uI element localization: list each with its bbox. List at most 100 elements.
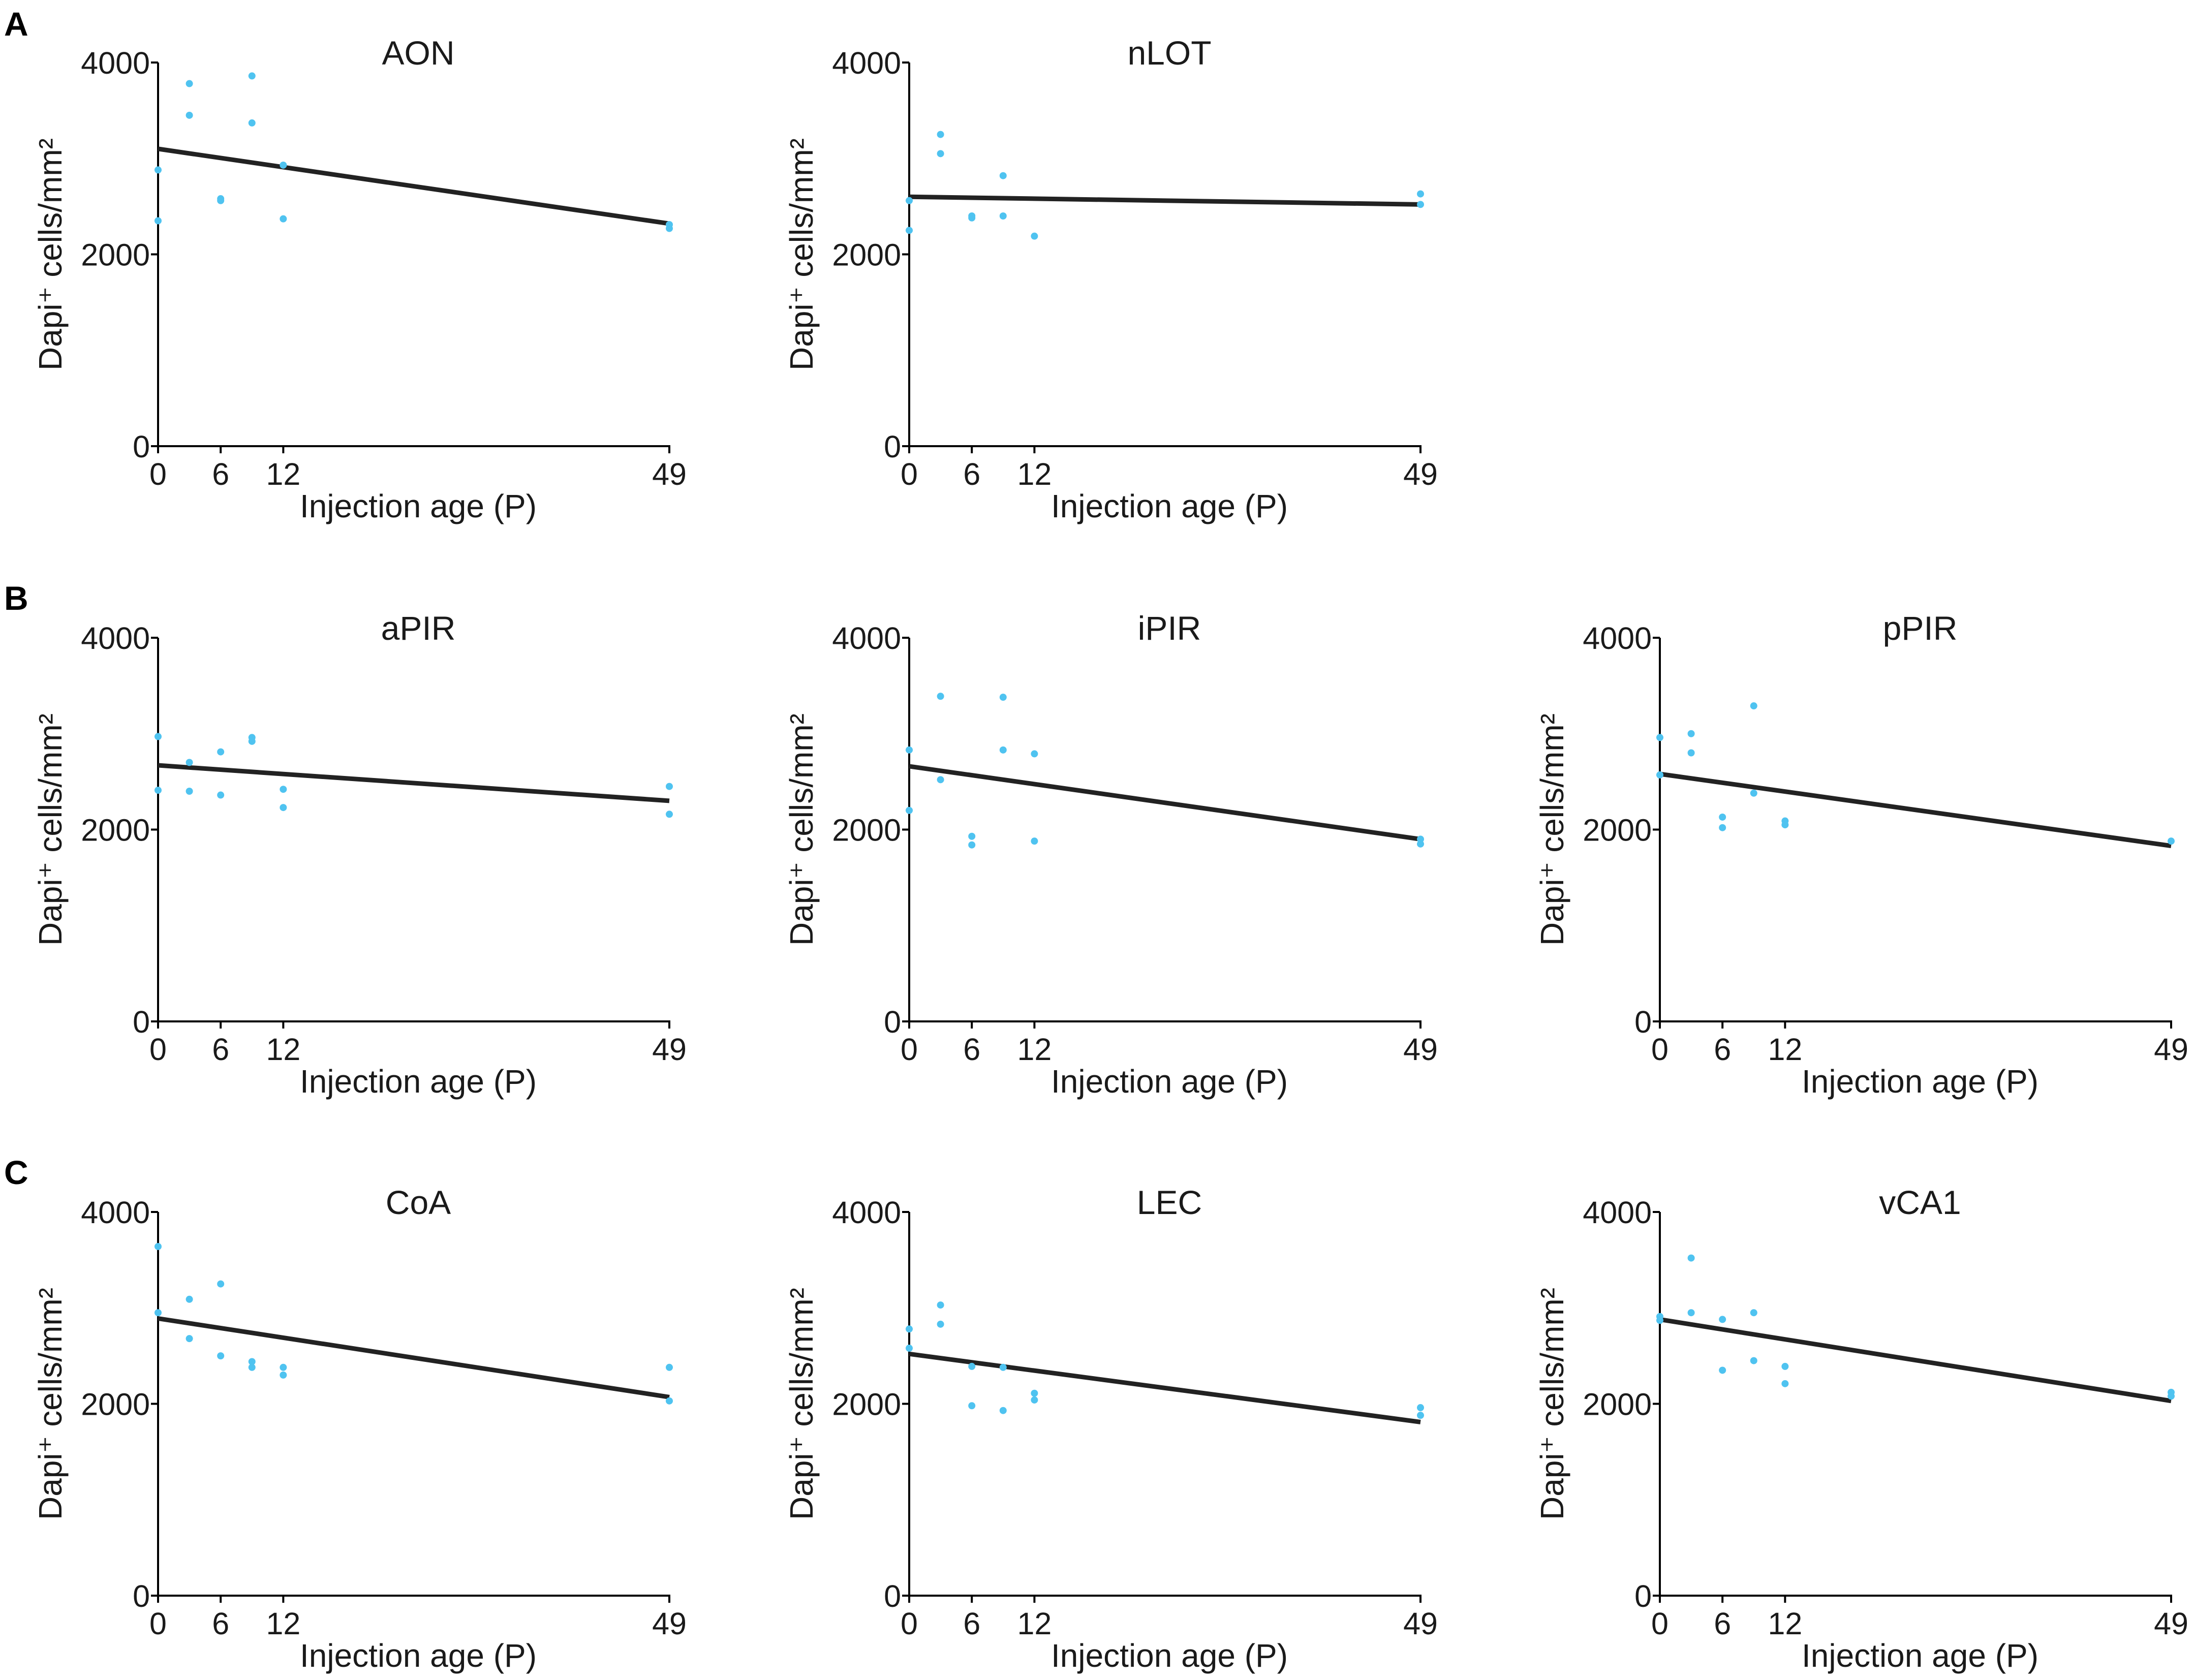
data-point [1417,840,1424,848]
data-point [906,197,913,204]
data-point [248,1363,256,1371]
charts-grid: 0 2000 4000 0 6 12 49 Injection age (P) Dapi⁺ ce… [32,34,2188,1674]
y-tick-label: 4000 [1583,1195,1652,1230]
data-point [999,694,1007,701]
x-tick-label: 49 [652,457,687,491]
y-axis-label: Dapi⁺ cells/mm² [1534,713,1570,946]
x-tick-label: 6 [1714,1032,1731,1067]
x-tick-label: 0 [901,457,918,491]
data-point [248,1358,256,1365]
y-tick-label: 2000 [81,1387,150,1422]
x-tick-label: 49 [1403,1032,1438,1067]
x-tick-label: 12 [1017,1032,1052,1067]
data-point [1031,232,1038,240]
chart-ppir: 0 2000 4000 0 6 12 49 Injection age (P) Dapi⁺ ce… [1534,609,2188,1100]
data-point [154,217,162,225]
y-tick-label: 0 [884,429,901,464]
y-tick-label: 0 [133,1005,150,1039]
data-point [1031,837,1038,845]
chart-apir: 0 2000 4000 0 6 12 49 Injection age (P) Dapi⁺ ce… [32,609,687,1100]
x-axis-label: Injection age (P) [1051,488,1288,524]
y-axis-label: Dapi⁺ cells/mm² [32,138,69,370]
x-tick-label: 49 [2154,1606,2188,1641]
data-point [1719,1316,1726,1323]
regression-line [158,146,670,226]
x-tick-label: 0 [149,1032,167,1067]
data-point [217,197,225,204]
chart-title: iPIR [1138,609,1201,647]
data-point [217,1280,225,1288]
data-point [999,212,1007,220]
data-point [1417,201,1424,208]
y-tick-label: 2000 [832,1387,901,1422]
x-tick-label: 12 [1017,457,1052,491]
x-axis-label: Injection age (P) [300,1063,537,1100]
data-point [186,759,193,766]
y-tick-label: 0 [1634,1579,1652,1613]
x-tick-label: 12 [266,457,300,491]
y-tick-label: 4000 [832,621,901,656]
data-point [154,1242,162,1250]
regression-line [909,1351,1421,1424]
x-tick-label: 49 [1403,457,1438,491]
x-tick-label: 0 [1651,1606,1668,1641]
chart-nlot: 0 2000 4000 0 6 12 49 Injection age (P) Dapi⁺ ce… [783,34,1438,524]
x-tick-label: 12 [1017,1606,1052,1641]
x-tick-label: 0 [149,457,167,491]
data-point [666,225,673,232]
data-point [1750,702,1757,710]
x-tick-label: 6 [963,1032,980,1067]
y-tick-label: 4000 [81,1195,150,1230]
data-point [666,1397,673,1405]
data-point [1031,750,1038,758]
x-tick-label: 6 [1714,1606,1731,1641]
data-point [906,806,913,814]
x-tick-label: 12 [1768,1606,1802,1641]
x-tick-label: 12 [266,1032,300,1067]
chart-ipir: 0 2000 4000 0 6 12 49 Injection age (P) Dapi⁺ ce… [783,609,1438,1100]
x-axis-label: Injection age (P) [1802,1063,2038,1100]
y-axis-label: Dapi⁺ cells/mm² [32,713,69,946]
regression-line [909,194,1421,207]
data-point [937,1301,944,1309]
data-point [248,737,256,745]
data-point [280,161,287,169]
x-tick-label: 6 [963,1606,980,1641]
data-point [186,111,193,119]
data-point [217,791,225,799]
y-tick-label: 2000 [1583,813,1652,848]
x-axis-label: Injection age (P) [300,1637,537,1674]
data-point [1687,730,1695,737]
data-point [968,214,976,222]
data-point [666,811,673,818]
data-point [1417,1412,1424,1419]
data-point [186,1335,193,1343]
data-point [937,150,944,158]
data-point [1031,1389,1038,1397]
data-point [1417,1404,1424,1412]
chart-vca1: 0 2000 4000 0 6 12 49 Injection age (P) Dapi⁺ ce… [1534,1184,2188,1674]
x-tick-label: 6 [212,1606,229,1641]
regression-line [909,764,1421,842]
data-point [154,733,162,740]
y-tick-label: 0 [884,1579,901,1613]
data-point [968,1402,976,1410]
y-axis-label: Dapi⁺ cells/mm² [783,1288,820,1520]
data-point [2168,837,2175,845]
data-point [906,1325,913,1333]
panel-letter-a: A [4,5,28,43]
chart-lec: 0 2000 4000 0 6 12 49 Injection age (P) Dapi⁺ ce… [783,1184,1438,1674]
regression-line [1659,1317,2172,1404]
data-point [1781,1380,1789,1387]
data-point [280,215,287,223]
x-axis-label: Injection age (P) [1051,1637,1288,1674]
data-point [1656,734,1663,741]
y-tick-label: 0 [133,429,150,464]
x-tick-label: 0 [149,1606,167,1641]
y-axis-label: Dapi⁺ cells/mm² [783,713,820,946]
x-axis-label: Injection age (P) [300,488,537,524]
x-tick-label: 0 [901,1606,918,1641]
y-tick-label: 2000 [832,813,901,848]
chart-title: CoA [386,1184,451,1221]
